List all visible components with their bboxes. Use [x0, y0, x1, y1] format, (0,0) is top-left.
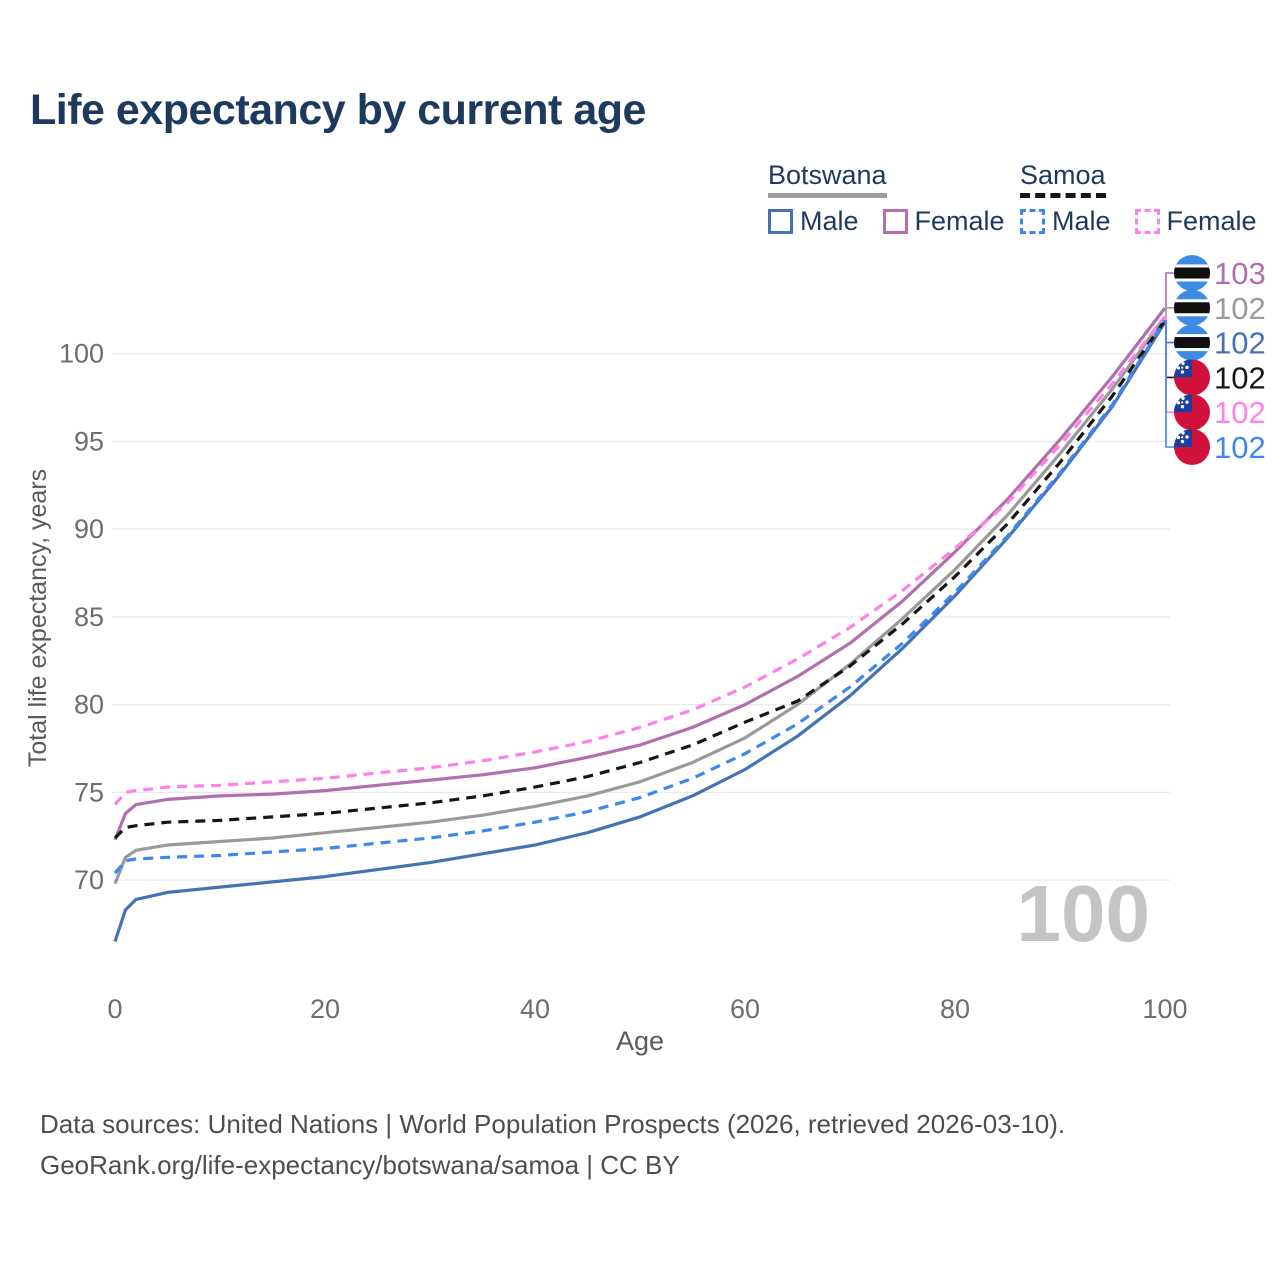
x-tick-label: 80 — [940, 994, 970, 1024]
y-tick-label: 85 — [74, 602, 104, 632]
y-tick-label: 90 — [74, 514, 104, 544]
legend-swatch-icon — [768, 209, 793, 234]
y-tick-label: 95 — [74, 426, 104, 456]
legend-item-botswana-female[interactable]: Female — [882, 206, 1005, 237]
end-label-value: 102 — [1214, 326, 1266, 361]
legend-country-label: Botswana — [768, 160, 887, 198]
end-label-value: 102 — [1214, 291, 1266, 326]
legend-item-label: Male — [1052, 206, 1111, 236]
x-tick-label: 20 — [310, 994, 340, 1024]
y-tick-label: 75 — [74, 777, 104, 807]
y-tick-label: 70 — [74, 865, 104, 895]
x-tick-label: 100 — [1142, 994, 1187, 1024]
x-tick-label: 60 — [730, 994, 760, 1024]
legend-item-samoa-male[interactable]: Male — [1020, 206, 1111, 237]
legend-item-label: Male — [800, 206, 859, 236]
end-label-value: 102 — [1214, 395, 1266, 430]
legend-swatch-icon — [1134, 209, 1160, 234]
y-tick-label: 100 — [59, 339, 104, 369]
series-line-botswana-female[interactable] — [113, 307, 1167, 841]
botswana-flag-icon — [1174, 324, 1210, 361]
end-label-value: 103 — [1214, 256, 1266, 291]
series-line-samoa-both[interactable] — [113, 319, 1167, 840]
page-title: Life expectancy by current age — [30, 86, 646, 134]
legend: Botswana Male Female Samoa Male Female — [768, 160, 1268, 250]
botswana-flag-icon — [1174, 255, 1210, 291]
x-tick-label: 40 — [520, 994, 550, 1024]
footer: Data sources: United Nations | World Pop… — [40, 1104, 1065, 1186]
legend-item-label: Female — [1166, 206, 1257, 236]
end-label-leader — [1165, 316, 1177, 414]
legend-country-label: Samoa — [1020, 160, 1106, 198]
y-axis-title: Total life expectancy, years — [24, 469, 52, 767]
samoa-flag-icon — [1174, 359, 1210, 396]
y-tick-label: 80 — [74, 690, 104, 720]
samoa-flag-icon — [1174, 429, 1210, 465]
end-label-value: 102 — [1214, 360, 1266, 395]
legend-swatch-icon — [882, 209, 908, 234]
samoa-flag-icon — [1174, 394, 1210, 431]
watermark-age-label: 100 — [1017, 869, 1150, 958]
end-label-leader — [1165, 272, 1177, 308]
end-label-leader — [1165, 306, 1177, 317]
x-tick-label: 0 — [107, 994, 122, 1024]
legend-swatch-icon — [1020, 209, 1045, 234]
footer-data-sources: Data sources: United Nations | World Pop… — [40, 1109, 1066, 1139]
legend-item-botswana-male[interactable]: Male — [768, 206, 859, 237]
legend-item-samoa-female[interactable]: Female — [1134, 206, 1257, 237]
end-label-value: 102 — [1214, 430, 1266, 465]
legend-group-samoa: Samoa Male Female — [1020, 160, 1257, 237]
x-axis-title: Age — [616, 1026, 664, 1056]
legend-item-label: Female — [914, 206, 1005, 236]
end-label-leader — [1165, 320, 1177, 448]
legend-group-botswana: Botswana Male Female — [768, 160, 1005, 237]
series-line-samoa-female[interactable] — [113, 315, 1167, 806]
series-line-botswana-male[interactable] — [113, 321, 1167, 943]
botswana-flag-icon — [1174, 289, 1210, 326]
series-line-samoa-male[interactable] — [113, 319, 1167, 875]
series-line-botswana-both[interactable] — [113, 315, 1167, 885]
footer-attribution: GeoRank.org/life-expectancy/botswana/sam… — [40, 1150, 680, 1180]
